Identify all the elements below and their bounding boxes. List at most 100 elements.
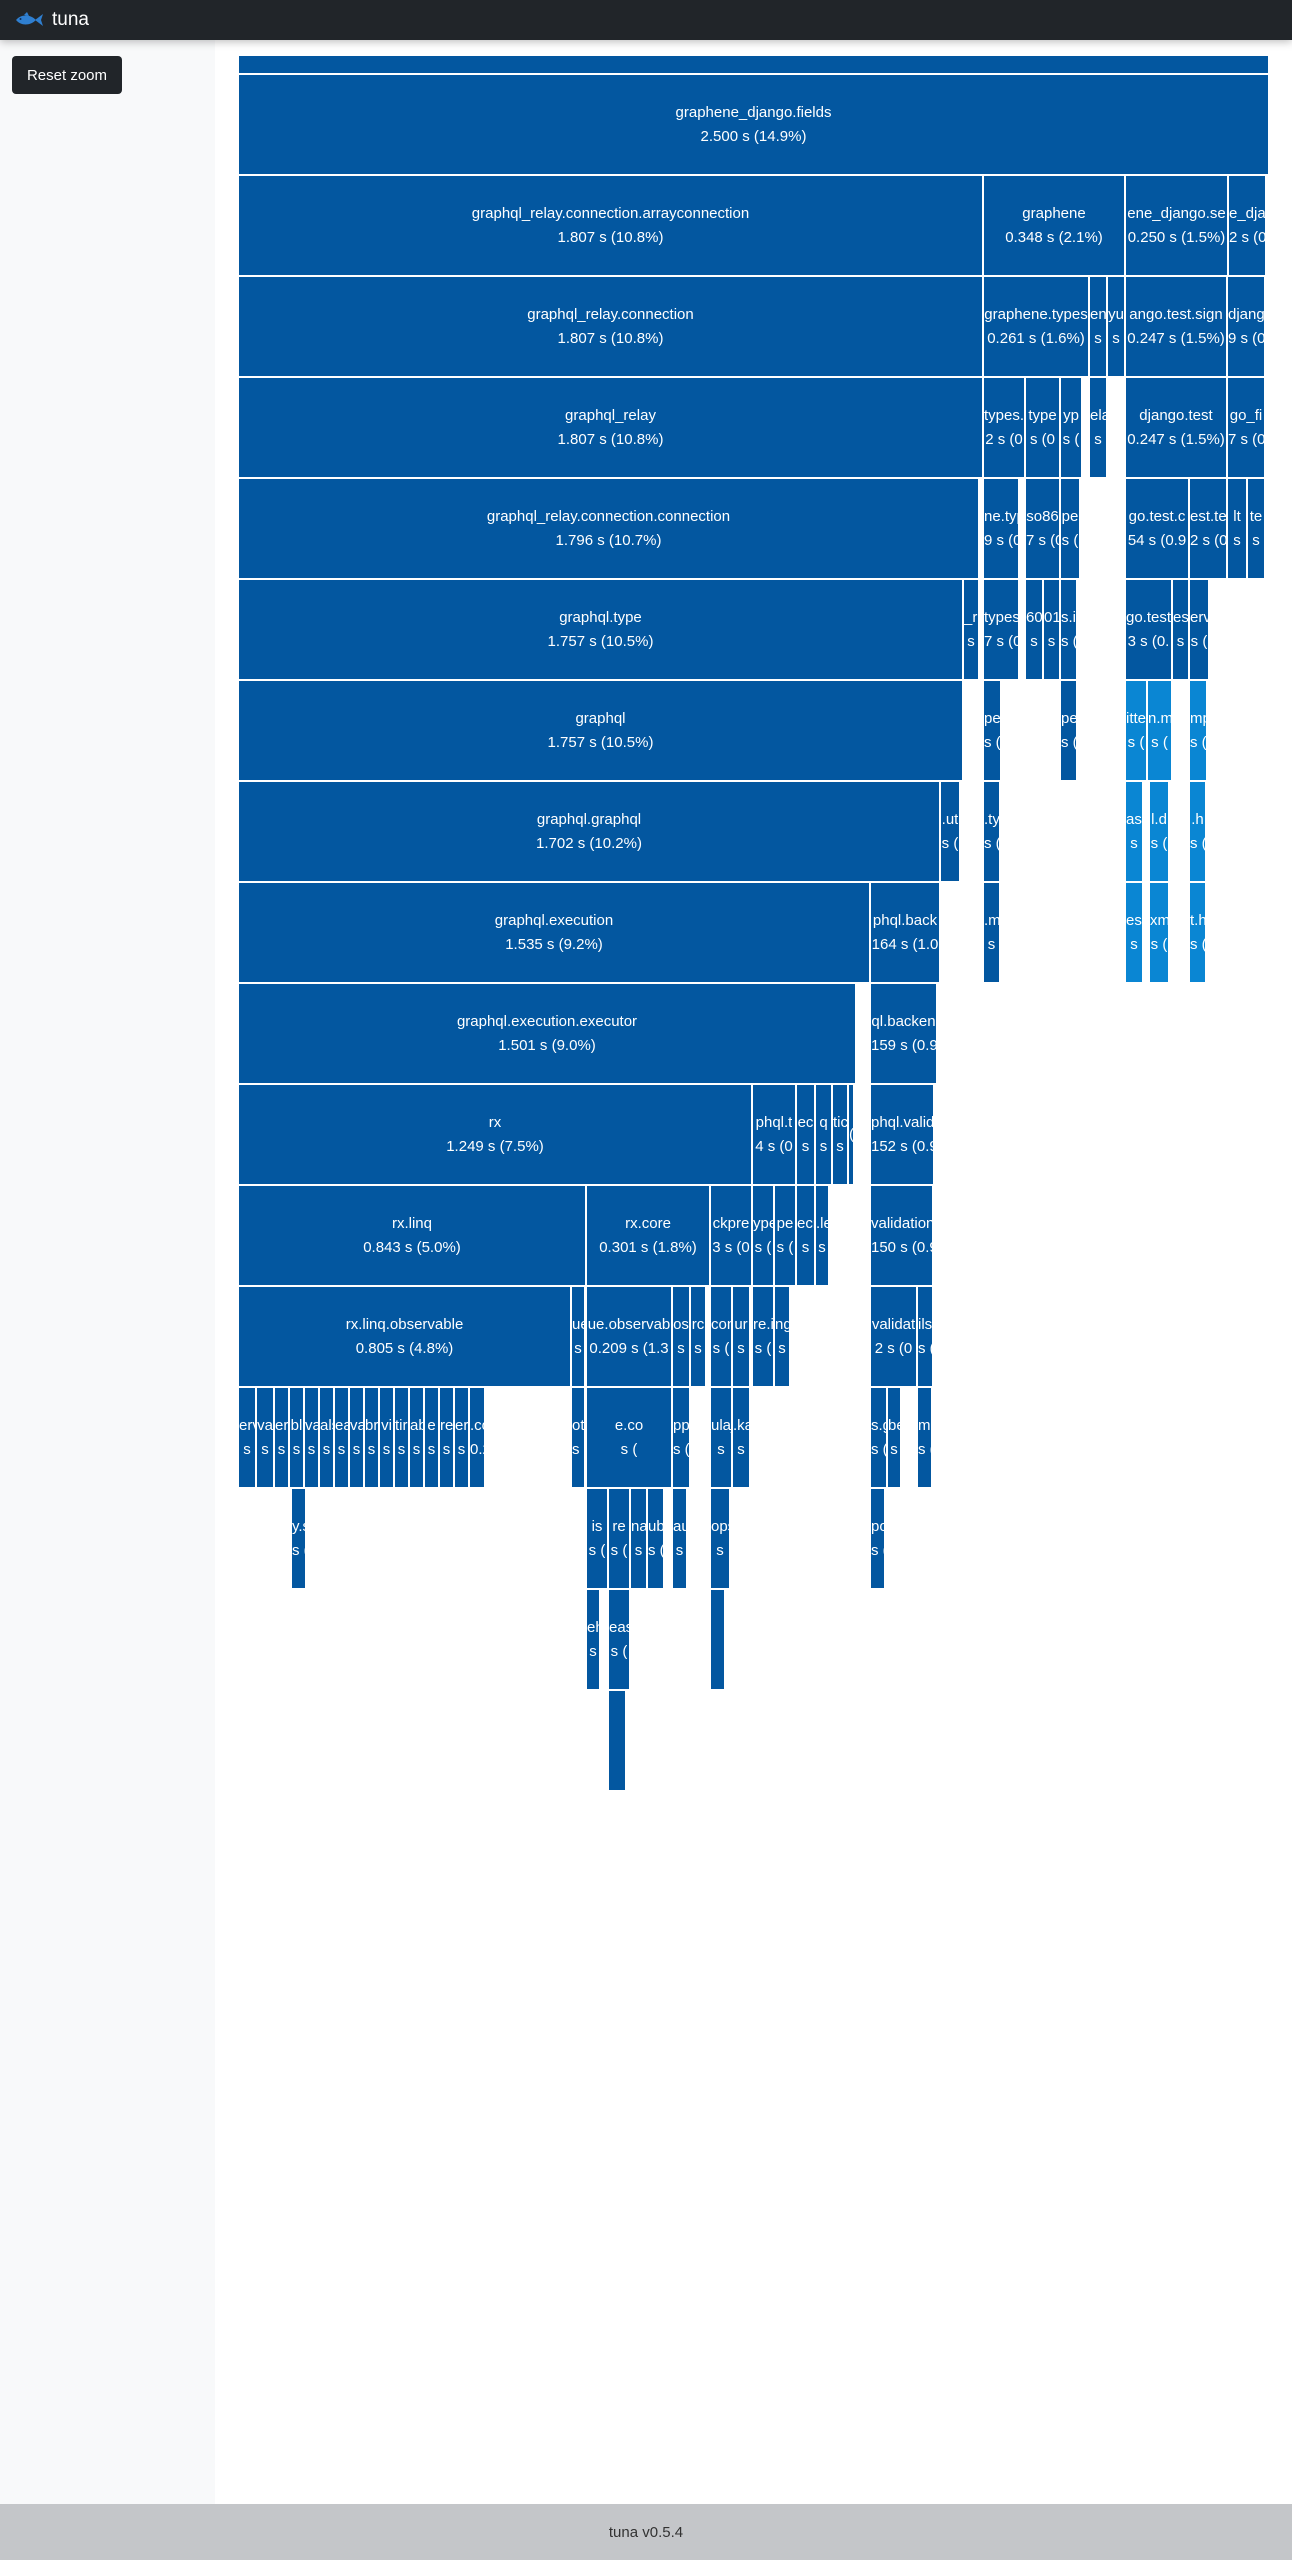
flame-block[interactable]: validation. 150 s (0.9	[870, 1185, 933, 1286]
flame-block[interactable]: re s (	[608, 1488, 630, 1589]
flame-block[interactable]: graphql_relay.connection 1.807 s (10.8%)	[238, 276, 983, 377]
flame-block[interactable]: type s (0	[1025, 377, 1060, 478]
flame-block[interactable]: mp s (	[1189, 680, 1207, 781]
flame-block[interactable]: .concurren 0.205 s (1.2	[469, 1387, 485, 1488]
flame-block[interactable]: s.g s (	[870, 1387, 887, 1488]
flame-block[interactable]: t.h s (	[1189, 882, 1206, 983]
flame-block[interactable]: n.m s (	[1147, 680, 1172, 781]
flame-block[interactable]: _res	[963, 579, 979, 680]
flame-block[interactable]: es s	[1172, 579, 1189, 680]
flame-block[interactable]: lt s	[1227, 478, 1247, 579]
flame-block[interactable]: djang 9 s (0	[1227, 276, 1265, 377]
flame-block[interactable]: va s	[304, 1387, 319, 1488]
flame-block[interactable]: tic s	[832, 1084, 848, 1185]
flame-block[interactable]: graphql_relay 1.807 s (10.8%)	[238, 377, 983, 478]
flame-block[interactable]: ql.backen 159 s (0.9	[870, 983, 937, 1084]
flame-block[interactable]: phql.t 4 s (0	[752, 1084, 796, 1185]
flame-block[interactable]: yu s	[1107, 276, 1125, 377]
flame-block[interactable]: graphql.graphql 1.702 s (10.2%)	[238, 781, 940, 882]
flame-block[interactable]: va s	[256, 1387, 274, 1488]
flame-block[interactable]: ma s (	[917, 1387, 932, 1488]
flame-block[interactable]: graphene 0.348 s (2.1%)	[983, 175, 1125, 276]
flame-block[interactable]: ur s	[732, 1286, 750, 1387]
flame-block[interactable]: ea s	[334, 1387, 349, 1488]
flame-block[interactable]: aut s	[672, 1488, 687, 1589]
flame-block[interactable]: types. 2 s (0	[983, 377, 1025, 478]
flame-block[interactable]: 01 s	[1043, 579, 1060, 680]
flame-block[interactable]: ulaj s	[710, 1387, 732, 1488]
flame-block[interactable]: bl s	[289, 1387, 304, 1488]
flame-block[interactable]: l.d s (	[1149, 781, 1169, 882]
flame-block[interactable]: types 7 s (0	[983, 579, 1019, 680]
flame-block[interactable]: e.co s (	[586, 1387, 672, 1488]
flame-block[interactable]: ne.typ 9 s (0	[983, 478, 1019, 579]
flame-block[interactable]: na s	[630, 1488, 647, 1589]
flame-block[interactable]: ue.observab 0.209 s (1.3	[586, 1286, 672, 1387]
flame-block[interactable]: s.i s (	[1060, 579, 1077, 680]
flame-block[interactable]: vi s	[379, 1387, 394, 1488]
flame-block[interactable]: conc s (	[710, 1286, 732, 1387]
flame-block[interactable]: graphql_relay.connection.connection 1.796…	[238, 478, 979, 579]
flame-block[interactable]: y.s s (	[291, 1488, 306, 1589]
flame-block[interactable]: erv s (	[1189, 579, 1209, 680]
flame-block[interactable]: ops s	[710, 1488, 730, 1589]
brand[interactable]: tuna	[14, 8, 89, 32]
flame-block[interactable]: yp s (	[1060, 377, 1082, 478]
flame-block[interactable]: ckpre 3 s (0	[710, 1185, 752, 1286]
flame-block[interactable]: pe s (	[774, 1185, 796, 1286]
flame-block[interactable]: .ut s (	[940, 781, 960, 882]
flame-block[interactable]: itte s (	[1125, 680, 1147, 781]
flame-block[interactable]: graphene.types 0.261 s (1.6%)	[983, 276, 1089, 377]
flame-block[interactable]: ren s	[439, 1387, 454, 1488]
flame-block[interactable]: ec s	[796, 1084, 815, 1185]
flame-block[interactable]: ubj s (	[647, 1488, 664, 1589]
flame-block[interactable]: go.test.c 54 s (0.9	[1125, 478, 1189, 579]
flame-block[interactable]: re.in s (	[752, 1286, 774, 1387]
flame-block[interactable]: br s	[364, 1387, 379, 1488]
flame-block[interactable]: er s	[454, 1387, 469, 1488]
flame-block[interactable]: eas s (	[608, 1589, 630, 1690]
flame-block[interactable]: .h s (	[1189, 781, 1206, 882]
flame-block[interactable]: (	[848, 1084, 854, 1185]
flame-block[interactable]: graphql.execution.executor 1.501 s (9.0%)	[238, 983, 856, 1084]
flame-block[interactable]: ene_django.se 0.250 s (1.5%)	[1125, 175, 1228, 276]
flame-block[interactable]: so86 7 s (0	[1025, 478, 1060, 579]
flame-block[interactable]: graphene_django.fields 2.500 s (14.9%)	[238, 74, 1269, 175]
flame-block[interactable]: ue s	[571, 1286, 585, 1387]
flame-block[interactable]: eh s	[586, 1589, 600, 1690]
flame-block[interactable]: pp s (	[672, 1387, 690, 1488]
flame-block[interactable]: os s	[672, 1286, 690, 1387]
flame-block[interactable]: ango.test.sign 0.247 s (1.5%)	[1125, 276, 1227, 377]
flame-block[interactable]: pe s (	[1060, 680, 1077, 781]
flame-block[interactable]: als s	[319, 1387, 334, 1488]
flame-block[interactable]: go.test 3 s (0.	[1125, 579, 1172, 680]
flame-block[interactable]: ela s	[1089, 377, 1107, 478]
flame-block[interactable]: otc s (	[571, 1387, 585, 1488]
flame-block[interactable]: validat 2 s (0	[870, 1286, 917, 1387]
flame-block[interactable]: vai s	[349, 1387, 364, 1488]
flame-block[interactable]: 60 s	[1025, 579, 1043, 680]
flame-block[interactable]: phql.valida 152 s (0.9	[870, 1084, 934, 1185]
flame-block[interactable]	[608, 1690, 626, 1791]
reset-zoom-button[interactable]: Reset zoom	[12, 56, 122, 94]
flame-block[interactable]: rx.core 0.301 s (1.8%)	[586, 1185, 710, 1286]
flame-block[interactable]: graphql_relay.connection.arrayconnection…	[238, 175, 983, 276]
flame-block[interactable]	[710, 1589, 725, 1690]
flame-block[interactable]: .ka s	[732, 1387, 750, 1488]
flame-block[interactable]: phql.back 164 s (1.0	[870, 882, 940, 983]
flame-block[interactable]: is s (	[586, 1488, 608, 1589]
flame-block[interactable]: django.test 0.247 s (1.5%)	[1125, 377, 1227, 478]
flame-block[interactable]: .m s	[983, 882, 1000, 983]
flame-block[interactable]: en s	[1089, 276, 1107, 377]
flame-block[interactable]: erv s	[238, 1387, 256, 1488]
flame-block[interactable]: graphql.type 1.757 s (10.5%)	[238, 579, 963, 680]
flame-block[interactable]: e_dja 2 s (0	[1228, 175, 1266, 276]
flame-block[interactable]: ecr s	[796, 1185, 815, 1286]
flame-block[interactable]: pe s (	[1060, 478, 1080, 579]
flame-block[interactable]: graphql.execution 1.535 s (9.2%)	[238, 882, 870, 983]
flame-block[interactable]: tire s	[394, 1387, 409, 1488]
flame-block[interactable]: asy s	[1125, 781, 1143, 882]
flame-block[interactable]: .le s	[815, 1185, 829, 1286]
